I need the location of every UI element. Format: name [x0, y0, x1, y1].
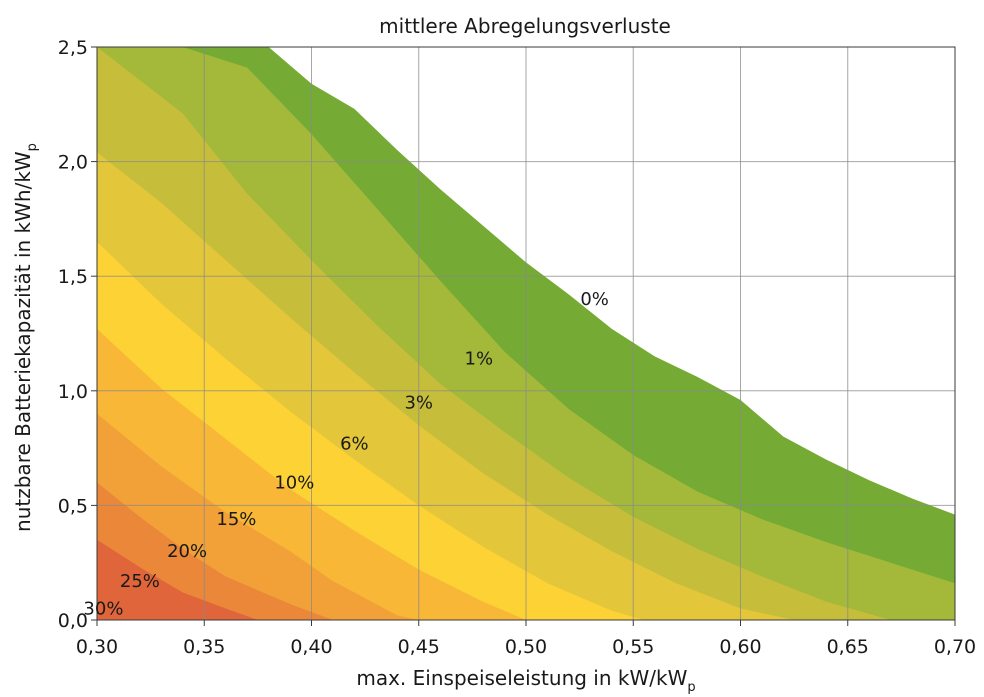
- x-tick-label: 0,60: [719, 636, 761, 658]
- y-tick-label: 2,5: [58, 37, 88, 59]
- contour-label: 25%: [120, 571, 160, 592]
- x-tick-label: 0,55: [612, 636, 654, 658]
- x-tick-label: 0,70: [934, 636, 976, 658]
- x-tick-label: 0,50: [505, 636, 547, 658]
- y-tick-label: 2,0: [58, 152, 88, 174]
- contour-label: 0%: [580, 289, 609, 310]
- y-tick-label: 1,5: [58, 266, 88, 288]
- chart-title: mittlere Abregelungsverluste: [379, 14, 671, 38]
- contour-label: 15%: [216, 509, 256, 530]
- contour-labels: 0% 1% 3% 6% 10% 15% 20% 25% 30%: [83, 289, 608, 619]
- contour-label: 30%: [83, 599, 123, 620]
- y-axis-title: nutzbare Batteriekapazität in kWh/kWp: [11, 143, 40, 532]
- y-tick-label: 0,5: [58, 495, 88, 517]
- x-axis-ticks: 0,30 0,35 0,40 0,45 0,50 0,55 0,60 0,65 0,70: [76, 620, 976, 658]
- y-tick-label: 0,0: [58, 610, 88, 632]
- x-tick-label: 0,65: [827, 636, 869, 658]
- contour-label: 10%: [274, 472, 314, 493]
- x-tick-label: 0,40: [290, 636, 332, 658]
- y-axis-title-main: nutzbare Batteriekapazität in kWh/kW: [11, 151, 35, 532]
- x-axis-title: max. Einspeiseleistung in kW/kWp: [356, 666, 695, 695]
- x-tick-label: 0,35: [183, 636, 225, 658]
- contour-label: 6%: [340, 434, 369, 455]
- y-tick-label: 1,0: [58, 381, 88, 403]
- contour-label: 3%: [404, 392, 433, 413]
- x-axis-title-main: max. Einspeiseleistung in kW/kW: [356, 666, 687, 690]
- contour-label: 20%: [167, 541, 207, 562]
- x-tick-label: 0,45: [398, 636, 440, 658]
- y-axis-title-sub: p: [25, 143, 40, 151]
- y-axis-ticks: 0,0 0,5 1,0 1,5 2,0 2,5: [58, 37, 97, 632]
- x-axis-title-sub: p: [687, 680, 695, 695]
- contour-label: 1%: [465, 349, 494, 370]
- x-tick-label: 0,30: [76, 636, 118, 658]
- band-9: [97, 539, 258, 620]
